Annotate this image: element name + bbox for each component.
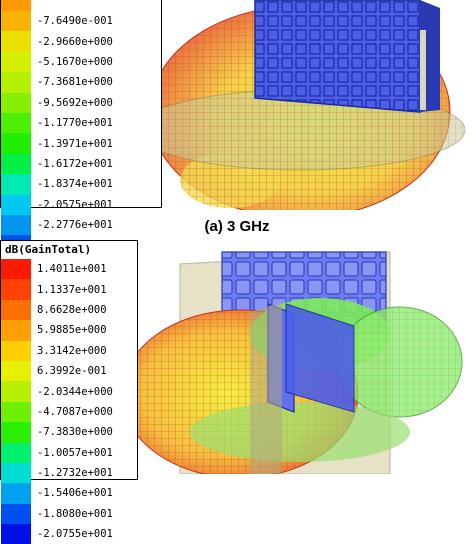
- antenna-board: [254, 0, 440, 113]
- legend-title: dB(GainTotal): [5, 243, 92, 256]
- legend-value: -1.8374e+001: [37, 178, 113, 191]
- legend-value: 1.4011e+001: [37, 263, 107, 276]
- legend-row: 6.3992e-001: [1, 360, 137, 382]
- legend-value: -1.1770e+001: [37, 117, 113, 130]
- legend-value: -1.2732e+001: [37, 467, 113, 480]
- legend-row: -1.2732e+001: [1, 462, 137, 484]
- legend-value: -2.9660e+000: [37, 35, 113, 48]
- legend-row: [1, 0, 161, 11]
- legend-swatch: [1, 381, 31, 402]
- bottom-legend: dB(GainTotal) 1.4011e+001 1.1337e+001 8.66…: [0, 240, 138, 544]
- legend-value: -2.2776e+001: [37, 219, 113, 232]
- radiation-pattern-bottom: [121, 251, 463, 474]
- legend-row: -2.0755e+001: [1, 524, 137, 544]
- legend-swatch: [1, 524, 31, 544]
- legend-row: -2.9660e+000: [1, 31, 161, 52]
- legend-swatch: [1, 401, 31, 423]
- legend-value: -7.3681e+000: [37, 76, 113, 89]
- legend-swatch: [1, 11, 31, 32]
- legend-value: -1.8080e+001: [37, 507, 113, 520]
- legend-swatch: [1, 360, 31, 382]
- legend-row: -1.5406e+001: [1, 483, 137, 504]
- legend-swatch: [1, 194, 31, 215]
- legend-swatch: [1, 299, 31, 321]
- antenna-board: [250, 302, 355, 474]
- legend-swatch: [1, 279, 31, 300]
- legend-row: 1.4011e+001: [1, 259, 137, 280]
- legend-row: 1.1337e+001: [1, 279, 137, 300]
- legend-value: -2.0344e+000: [37, 385, 113, 398]
- legend-row: 8.6628e+000: [1, 299, 137, 321]
- legend-value: -5.1670e+000: [37, 55, 113, 68]
- legend-row: -1.8080e+001: [1, 503, 137, 525]
- legend-swatch: [1, 422, 31, 443]
- legend-value: -2.0755e+001: [37, 528, 113, 541]
- balloon-lobe: [121, 298, 463, 474]
- legend-row: -2.0575e+001: [1, 194, 161, 215]
- legend-swatch: [1, 51, 31, 73]
- legend-row: -7.6490e-001: [1, 11, 161, 32]
- legend-value: -2.0575e+001: [37, 198, 113, 211]
- legend-row: -7.3681e+000: [1, 72, 161, 93]
- legend-row: 5.9885e+000: [1, 320, 137, 341]
- legend-row: -1.3971e+001: [1, 133, 161, 154]
- legend-row: -1.8374e+001: [1, 174, 161, 195]
- legend-value: -1.0057e+001: [37, 446, 113, 459]
- legend-swatch: [1, 174, 31, 195]
- legend-swatch: [1, 340, 31, 361]
- legend-swatch: [1, 153, 31, 175]
- legend-value: 5.9885e+000: [37, 324, 107, 337]
- legend-row: -7.3830e+000: [1, 422, 137, 443]
- top-legend: -7.6490e-001 -2.9660e+000 -5.1670e+000 -7.3…: [0, 0, 162, 277]
- legend-swatch: [1, 31, 31, 52]
- legend-swatch: [1, 483, 31, 504]
- legend-value: -1.3971e+001: [37, 137, 113, 150]
- legend-row: -2.2776e+001: [1, 214, 161, 236]
- legend-swatch: [1, 503, 31, 525]
- legend-row: -5.1670e+000: [1, 51, 161, 73]
- legend-swatch: [1, 259, 31, 280]
- legend-swatch: [1, 442, 31, 463]
- legend-value: -7.6490e-001: [37, 15, 113, 28]
- legend-swatch: [1, 72, 31, 93]
- legend-value: -1.5406e+001: [37, 487, 113, 500]
- legend-value: -1.6172e+001: [37, 157, 113, 170]
- legend-value: 8.6628e+000: [37, 303, 107, 316]
- legend-value: -9.5692e+000: [37, 96, 113, 109]
- legend-row: -1.6172e+001: [1, 153, 161, 175]
- legend-row: -1.0057e+001: [1, 442, 137, 463]
- legend-swatch: [1, 112, 31, 134]
- caption-3ghz: (a) 3 GHz: [204, 218, 270, 235]
- legend-row: -4.7087e+000: [1, 401, 137, 423]
- legend-value: 6.3992e-001: [37, 365, 107, 378]
- legend-value: -4.7087e+000: [37, 405, 113, 418]
- legend-row: -9.5692e+000: [1, 92, 161, 113]
- legend-value: 3.3142e+000: [37, 344, 107, 357]
- legend-value: -7.3830e+000: [37, 426, 113, 439]
- legend-row: -1.1770e+001: [1, 112, 161, 134]
- legend-row: -2.0344e+000: [1, 381, 137, 402]
- legend-swatch: [1, 320, 31, 341]
- legend-swatch: [1, 214, 31, 236]
- legend-swatch: [1, 0, 31, 11]
- legend-swatch: [1, 462, 31, 484]
- legend-swatch: [1, 133, 31, 154]
- legend-swatch: [1, 92, 31, 113]
- legend-value: 1.1337e+001: [37, 283, 107, 296]
- legend-row: 3.3142e+000: [1, 340, 137, 361]
